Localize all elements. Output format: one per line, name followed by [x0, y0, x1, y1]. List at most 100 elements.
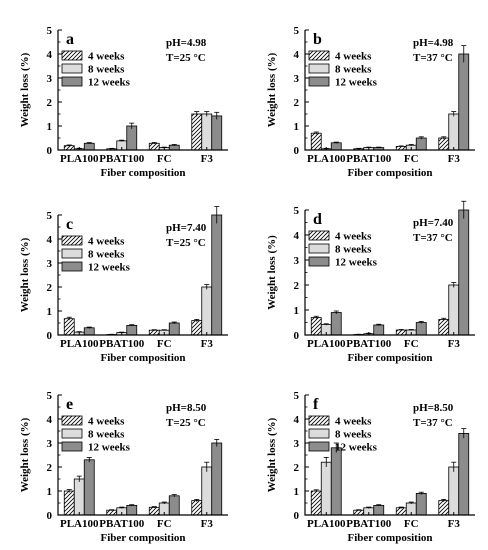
- y-axis-label: Weight loss (%): [19, 52, 31, 127]
- bar: [106, 509, 118, 516]
- legend-label: 4 weeks: [88, 416, 125, 428]
- panel-f: 0 1 2 3 4 5 PLA100 PBAT100 FC F3 Fiber composition…: [266, 390, 475, 544]
- condition-label: T=37 °C: [413, 417, 453, 429]
- bar: [448, 113, 460, 151]
- bar: [201, 466, 213, 516]
- y-tick-label: 3: [294, 73, 300, 85]
- y-tick-label: 5: [294, 25, 300, 37]
- bar: [330, 142, 342, 151]
- bar: [458, 209, 470, 336]
- panel-label: b: [313, 31, 322, 48]
- bar: [415, 322, 427, 336]
- x-tick-label: PBAT100: [346, 153, 392, 165]
- panel-label: a: [66, 31, 74, 48]
- y-tick-label: 1: [294, 305, 300, 317]
- bar: [63, 490, 75, 516]
- bar: [73, 478, 85, 516]
- legend-label: 4 weeks: [335, 231, 372, 243]
- x-tick-label: PLA100: [60, 338, 99, 350]
- x-tick-label: FC: [404, 338, 419, 350]
- y-tick-label: 3: [294, 438, 300, 450]
- x-axis-label: Fiber composition: [347, 532, 432, 544]
- bar: [148, 142, 160, 151]
- y-axis-label: Weight loss (%): [19, 237, 31, 312]
- x-tick-label: FC: [157, 153, 172, 165]
- x-tick-label: PBAT100: [99, 518, 145, 530]
- panel-d: 0 1 2 3 4 5 PLA100 PBAT100 FC F3 Fiber composition…: [266, 200, 475, 364]
- condition-label: pH=4.98: [166, 37, 207, 49]
- legend-swatch: [61, 248, 83, 259]
- y-tick-label: 5: [47, 390, 53, 402]
- x-tick-label: F3: [201, 153, 214, 165]
- condition-label: T=37 °C: [413, 52, 453, 64]
- x-axis-label: Fiber composition: [100, 532, 185, 544]
- y-tick-label: 3: [294, 255, 300, 267]
- bar: [330, 447, 342, 516]
- legend-swatch: [308, 441, 330, 452]
- legend-swatch: [61, 235, 83, 246]
- bar: [448, 466, 460, 516]
- legend-label: 12 weeks: [335, 442, 378, 454]
- condition-label: pH=8.50: [166, 402, 207, 414]
- legend-swatch: [308, 243, 330, 254]
- bar: [373, 324, 385, 336]
- legend-label: 8 weeks: [335, 64, 372, 76]
- y-axis-label: Weight loss (%): [266, 235, 278, 310]
- bar: [211, 214, 223, 336]
- x-tick-label: PBAT100: [99, 153, 145, 165]
- y-tick-label: 0: [47, 145, 53, 157]
- legend-label: 12 weeks: [88, 442, 131, 454]
- y-tick-label: 1: [47, 306, 53, 318]
- bar: [458, 432, 470, 516]
- bar: [201, 286, 213, 336]
- y-tick-label: 5: [47, 210, 53, 222]
- bar: [168, 322, 180, 336]
- y-axis-label: Weight loss (%): [266, 52, 278, 127]
- y-tick-label: 4: [47, 49, 53, 61]
- legend-label: 12 weeks: [335, 257, 378, 269]
- y-tick-label: 2: [294, 280, 300, 292]
- x-axis-label: Fiber composition: [347, 167, 432, 179]
- legend-label: 4 weeks: [88, 51, 125, 63]
- bar: [415, 492, 427, 516]
- y-tick-label: 4: [294, 49, 300, 61]
- bar: [191, 320, 203, 336]
- bar: [415, 137, 427, 151]
- x-tick-label: FC: [404, 518, 419, 530]
- y-tick-label: 1: [47, 486, 53, 498]
- y-tick-label: 0: [47, 330, 53, 342]
- bar: [438, 137, 450, 151]
- legend-swatch: [61, 50, 83, 61]
- panel-c: 0 1 2 3 4 5 PLA100 PBAT100 FC F3 Fiber composition…: [19, 206, 228, 364]
- legend-label: 4 weeks: [335, 51, 372, 63]
- y-tick-label: 0: [47, 510, 53, 522]
- legend-label: 8 weeks: [88, 249, 125, 261]
- panel-label: c: [66, 216, 73, 233]
- condition-label: pH=8.50: [413, 402, 454, 414]
- bar: [310, 132, 322, 151]
- y-tick-label: 3: [47, 73, 53, 85]
- legend-label: 12 weeks: [335, 77, 378, 89]
- x-tick-label: PBAT100: [346, 338, 392, 350]
- bar: [168, 495, 180, 516]
- bar: [83, 459, 95, 516]
- legend-label: 4 weeks: [88, 236, 125, 248]
- x-tick-label: F3: [448, 518, 461, 530]
- legend-swatch: [61, 63, 83, 74]
- y-tick-label: 2: [47, 97, 53, 109]
- legend-label: 12 weeks: [88, 262, 131, 274]
- bar: [83, 142, 95, 151]
- bar: [211, 442, 223, 516]
- bar: [310, 490, 322, 516]
- y-tick-label: 3: [47, 258, 53, 270]
- y-tick-label: 2: [47, 282, 53, 294]
- panel-e: 0 1 2 3 4 5 PLA100 PBAT100 FC F3 Fiber composition…: [19, 390, 228, 544]
- panel-label: e: [66, 396, 73, 413]
- y-tick-label: 4: [294, 414, 300, 426]
- bar: [438, 319, 450, 336]
- x-tick-label: F3: [448, 338, 461, 350]
- y-axis-label: Weight loss (%): [19, 417, 31, 492]
- legend-swatch: [61, 415, 83, 426]
- y-tick-label: 2: [47, 462, 53, 474]
